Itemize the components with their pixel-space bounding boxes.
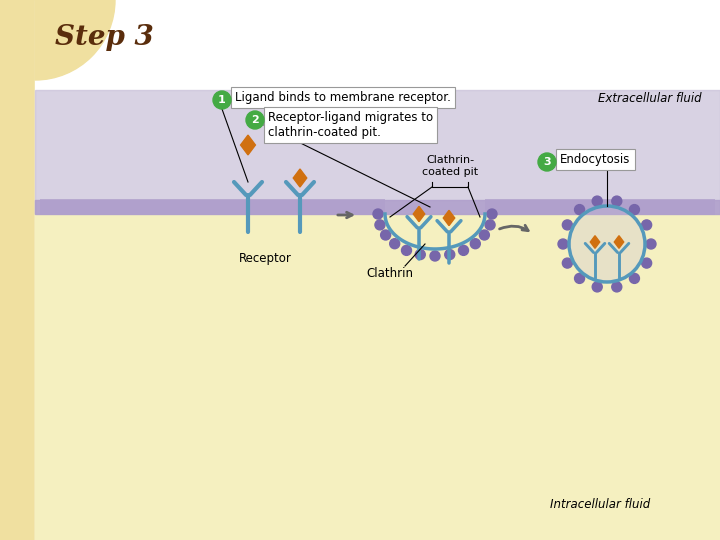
Text: Clathrin-
coated pit: Clathrin- coated pit xyxy=(422,155,478,177)
Circle shape xyxy=(485,220,495,230)
Circle shape xyxy=(558,239,568,249)
Circle shape xyxy=(415,249,426,260)
Text: Intracellular fluid: Intracellular fluid xyxy=(550,498,650,511)
Polygon shape xyxy=(293,169,307,187)
Circle shape xyxy=(575,205,585,214)
Circle shape xyxy=(642,220,652,230)
Polygon shape xyxy=(240,135,256,155)
Text: Receptor: Receptor xyxy=(238,252,292,265)
Circle shape xyxy=(593,282,602,292)
Circle shape xyxy=(538,153,556,171)
Circle shape xyxy=(459,245,469,255)
Circle shape xyxy=(445,249,455,260)
Wedge shape xyxy=(35,0,115,80)
Circle shape xyxy=(390,239,400,249)
Polygon shape xyxy=(444,211,455,226)
Circle shape xyxy=(612,196,622,206)
Circle shape xyxy=(373,209,383,219)
Circle shape xyxy=(629,273,639,284)
Bar xyxy=(35,214,720,540)
Text: Step 3: Step 3 xyxy=(55,24,154,51)
Text: Extracellular fluid: Extracellular fluid xyxy=(598,92,701,105)
Text: Ligand binds to membrane receptor.: Ligand binds to membrane receptor. xyxy=(235,91,451,104)
Polygon shape xyxy=(614,235,624,248)
Polygon shape xyxy=(413,206,425,221)
Circle shape xyxy=(430,251,440,261)
Circle shape xyxy=(593,196,602,206)
Circle shape xyxy=(570,207,644,281)
Circle shape xyxy=(562,220,572,230)
Polygon shape xyxy=(590,235,600,248)
Circle shape xyxy=(642,258,652,268)
Text: Endocytosis: Endocytosis xyxy=(560,153,631,166)
Circle shape xyxy=(612,282,622,292)
Bar xyxy=(35,90,720,214)
Circle shape xyxy=(470,239,480,249)
Circle shape xyxy=(480,230,490,240)
Text: Receptor-ligand migrates to
clathrin-coated pit.: Receptor-ligand migrates to clathrin-coa… xyxy=(268,111,433,139)
Circle shape xyxy=(575,273,585,284)
Circle shape xyxy=(487,209,497,219)
Text: 1: 1 xyxy=(218,95,226,105)
Circle shape xyxy=(246,111,264,129)
Circle shape xyxy=(213,91,231,109)
Text: Clathrin: Clathrin xyxy=(366,267,413,280)
Circle shape xyxy=(402,245,412,255)
Bar xyxy=(35,200,720,214)
Circle shape xyxy=(375,220,385,230)
Text: 2: 2 xyxy=(251,115,259,125)
Circle shape xyxy=(629,205,639,214)
Circle shape xyxy=(381,230,391,240)
Text: 3: 3 xyxy=(543,157,551,167)
Circle shape xyxy=(646,239,656,249)
Circle shape xyxy=(562,258,572,268)
